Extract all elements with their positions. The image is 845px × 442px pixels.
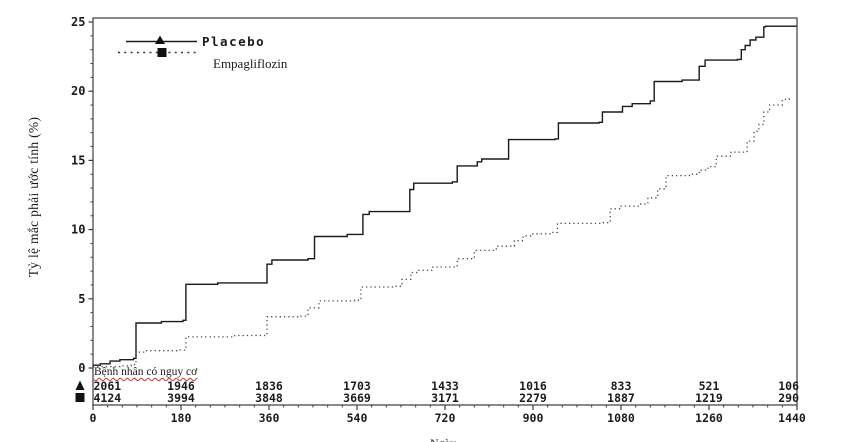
legend-label-empagliflozin: Empagliflozin: [213, 56, 288, 71]
y-tick-label: 20: [71, 84, 85, 98]
risk-count-placebo: 1703: [343, 379, 371, 393]
x-tick-label: 720: [435, 411, 456, 425]
risk-count-placebo: 106: [778, 379, 799, 393]
risk-row-triangle-marker: [75, 380, 85, 390]
plot-frame: [92, 17, 798, 406]
risk-count-empagliflozin: 290: [778, 391, 799, 405]
x-tick-label: 360: [259, 411, 280, 425]
risk-count-placebo: 1836: [255, 379, 283, 393]
x-tick-label: 1080: [607, 411, 635, 425]
y-tick-label: 0: [78, 361, 85, 375]
risk-count-placebo: 833: [611, 379, 632, 393]
risk-count-placebo: 1016: [519, 379, 547, 393]
legend-triangle-marker: [155, 35, 165, 44]
x-tick-label: 180: [171, 411, 192, 425]
risk-count-empagliflozin: 3848: [255, 391, 283, 405]
x-tick-label: 900: [523, 411, 544, 425]
y-tick-label: 10: [71, 223, 85, 237]
risk-row-square-marker: [75, 393, 85, 402]
risk-count-empagliflozin: 4124: [94, 391, 122, 405]
risk-count-empagliflozin: 1219: [695, 391, 723, 405]
risk-count-placebo: 1433: [431, 379, 459, 393]
y-axis-title: Tỷ lệ mắc phải ước tính (%): [26, 116, 41, 278]
risk-count-placebo: 2061: [94, 379, 122, 393]
risk-table-header: Bệnh nhân có nguy cơ: [94, 366, 198, 378]
x-tick-label: 1440: [778, 411, 806, 425]
risk-count-empagliflozin: 2279: [519, 391, 547, 405]
empagliflozin-curve: [93, 97, 792, 368]
y-tick-label: 5: [78, 292, 85, 306]
x-tick-label: 540: [347, 411, 368, 425]
risk-count-empagliflozin: 3994: [167, 391, 195, 405]
risk-count-empagliflozin: 1887: [607, 391, 635, 405]
legend-label-placebo: Placebo: [202, 34, 266, 49]
risk-count-empagliflozin: 3669: [343, 391, 371, 405]
x-tick-label: 1260: [695, 411, 723, 425]
risk-count-empagliflozin: 3171: [431, 391, 459, 405]
risk-count-placebo: 1946: [167, 379, 195, 393]
legend-square-marker: [157, 48, 167, 57]
risk-count-placebo: 521: [699, 379, 720, 393]
x-tick-label: 0: [90, 411, 97, 425]
x-axis-title: Ngày: [430, 436, 456, 442]
y-tick-label: 25: [71, 15, 85, 29]
y-tick-label: 15: [71, 153, 85, 167]
placebo-curve: [93, 25, 797, 366]
